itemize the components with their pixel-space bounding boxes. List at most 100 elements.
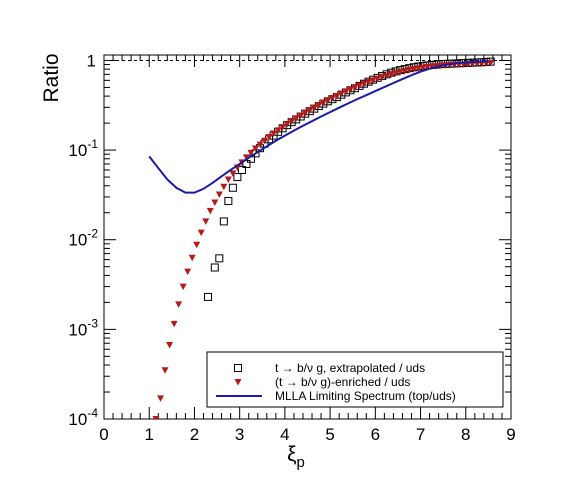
- data-point: [346, 86, 354, 93]
- data-point: [193, 241, 201, 249]
- x-tick-label: 3: [235, 425, 244, 444]
- legend-label: MLLA Limiting Spectrum (top/uds): [275, 389, 456, 403]
- x-tick-label: 6: [371, 425, 380, 444]
- x-tick-label: 9: [506, 425, 515, 444]
- x-axis-label-symbol: ξ: [287, 443, 296, 466]
- data-point: [270, 130, 278, 138]
- data-point: [337, 90, 345, 98]
- data-point: [170, 320, 178, 328]
- series-2: [148, 60, 489, 194]
- y-tick-exponent: -4: [87, 406, 98, 420]
- data-point: [419, 64, 427, 72]
- series-layer: [148, 57, 495, 419]
- data-point: [283, 121, 291, 128]
- data-point: [219, 217, 228, 226]
- data-point: [414, 65, 422, 72]
- axis-ticks: 0 1 2 3 4 5 6 7 8 910-410-310-210-11: [68, 51, 515, 444]
- data-point: [279, 124, 287, 131]
- data-point: [374, 75, 382, 83]
- legend-box: [206, 351, 504, 408]
- data-point: [369, 77, 377, 84]
- data-point: [229, 170, 237, 177]
- data-point: [315, 102, 323, 109]
- y-axis-label: Ratio: [40, 53, 63, 102]
- data-point: [247, 149, 255, 157]
- plot-frame: [103, 54, 512, 420]
- data-point: [215, 191, 223, 198]
- y-tick-exponent: -3: [87, 316, 98, 330]
- data-point: [301, 109, 309, 117]
- data-point: [292, 115, 300, 122]
- data-point: [297, 112, 305, 120]
- data-point: [211, 199, 219, 207]
- x-tick-label: 5: [325, 425, 334, 444]
- data-point: [265, 133, 273, 141]
- data-point: [387, 71, 395, 78]
- data-point: [237, 165, 246, 174]
- data-point: [423, 63, 431, 71]
- x-tick-label: 8: [461, 425, 470, 444]
- data-point: [166, 341, 174, 349]
- data-point: [175, 301, 183, 308]
- legend-marker-swatch: [234, 364, 242, 372]
- y-tick-base: 10: [68, 320, 87, 339]
- data-point: [310, 104, 318, 112]
- data-point: [210, 263, 219, 272]
- data-point: [179, 283, 187, 291]
- x-tick-label: 2: [190, 425, 199, 444]
- series-0: [204, 57, 495, 301]
- data-point: [261, 137, 269, 145]
- data-point: [242, 154, 250, 161]
- data-point: [410, 66, 418, 73]
- series-clip-group: [148, 57, 495, 419]
- x-axis-label: ξp: [287, 443, 305, 471]
- data-point: [342, 88, 350, 96]
- data-point: [197, 229, 205, 237]
- data-point: [428, 63, 436, 71]
- y-tick-exponent: -2: [87, 227, 98, 241]
- data-point: [206, 207, 214, 215]
- data-point: [224, 176, 232, 183]
- data-point: [333, 92, 341, 100]
- data-point: [256, 141, 264, 149]
- data-point: [328, 95, 336, 102]
- data-point: [152, 416, 160, 419]
- y-tick-label: 10-2: [68, 227, 98, 250]
- data-point: [184, 268, 192, 276]
- data-point: [228, 183, 237, 192]
- y-tick-exponent: -1: [87, 137, 98, 151]
- data-point: [351, 84, 359, 91]
- data-point: [274, 127, 282, 134]
- data-point: [365, 78, 373, 86]
- x-tick-label: 0: [99, 425, 108, 444]
- x-tick-label: 1: [144, 425, 153, 444]
- data-point: [356, 82, 364, 90]
- data-point: [324, 97, 332, 104]
- data-point: [392, 70, 400, 77]
- legend: t → b/ν g, extrapolated / uds(t → b/ν g)…: [206, 351, 504, 408]
- x-tick-label: 7: [416, 425, 425, 444]
- data-point: [396, 69, 404, 76]
- data-point: [202, 218, 210, 225]
- data-point: [251, 145, 259, 153]
- legend-label: t → b/ν g, extrapolated / uds: [275, 361, 425, 375]
- data-point: [487, 60, 495, 67]
- y-tick-label: 10-4: [68, 406, 98, 429]
- data-point: [383, 72, 391, 80]
- y-tick-label: 1: [87, 51, 96, 70]
- data-point: [378, 74, 386, 81]
- y-tick-base: 10: [68, 410, 87, 429]
- y-tick-label: 10-3: [68, 316, 98, 339]
- data-point: [401, 68, 409, 75]
- data-point: [360, 80, 368, 88]
- series-line: [148, 60, 489, 194]
- data-point: [319, 99, 327, 107]
- legend-label: (t → b/ν g)-enriched / uds: [275, 375, 410, 389]
- data-point: [215, 254, 224, 263]
- x-axis-label-subscript: p: [297, 454, 305, 471]
- data-point: [220, 183, 228, 191]
- y-tick-base: 10: [68, 141, 87, 160]
- y-tick-label: 10-1: [68, 137, 98, 160]
